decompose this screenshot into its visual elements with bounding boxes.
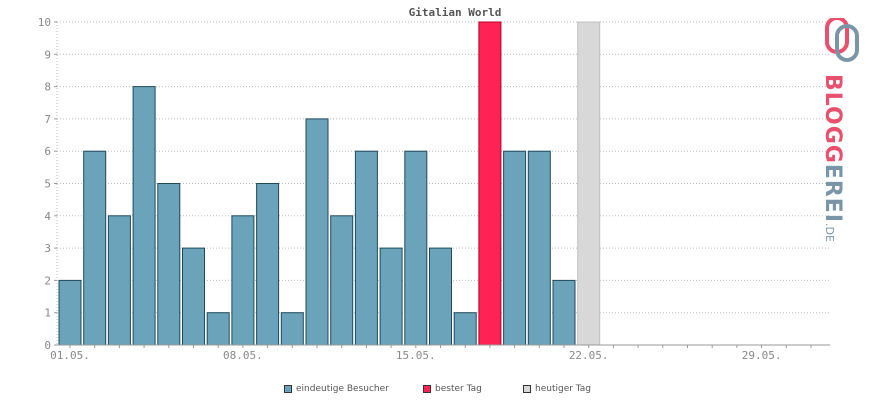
y-tick-label: 1 — [44, 307, 51, 320]
y-tick-label: 5 — [44, 178, 51, 191]
bar-visitors — [256, 183, 280, 346]
bar-today — [577, 21, 601, 346]
x-tick-label: 01.05. — [50, 349, 90, 362]
bar-visitors — [453, 312, 477, 346]
bar-visitors — [206, 312, 230, 346]
bars — [58, 21, 601, 346]
bar-visitors — [83, 150, 107, 346]
legend-label-visitors: eindeutige Besucher — [296, 384, 389, 394]
x-tick-label: 22.05. — [569, 349, 609, 362]
y-tick-label: 6 — [44, 145, 51, 158]
chart-title: Gitalian World — [409, 6, 502, 19]
bar-visitors — [305, 118, 329, 346]
bar-visitors — [58, 279, 82, 346]
legend-item-today: heutiger Tag — [523, 384, 591, 394]
bar-visitors — [330, 215, 354, 346]
bar-visitors — [527, 150, 551, 346]
bar-visitors — [503, 150, 527, 346]
logo-text: BLOGGEREI.DE — [820, 74, 845, 242]
y-tick-label: 2 — [44, 274, 51, 287]
bar-visitors — [132, 86, 156, 346]
bar-visitors — [157, 183, 181, 346]
bar-visitors — [404, 150, 428, 346]
y-tick-label: 7 — [44, 113, 51, 126]
bloggerei-logo: BLOGGEREI.DE — [815, 18, 865, 242]
bar-visitors — [354, 150, 378, 346]
y-tick-label: 3 — [44, 242, 51, 255]
x-tick-label: 29.05. — [742, 349, 782, 362]
x-tick-label: 15.05. — [396, 349, 436, 362]
y-tick-label: 0 — [44, 339, 51, 352]
legend: eindeutige Besucher bester Tag heutiger … — [0, 384, 870, 398]
bar-visitors — [552, 279, 576, 346]
bar-chart: Gitalian World 0 1 2 3 4 5 6 7 8 9 10 01.05. 08.05.… — [38, 6, 830, 362]
x-tick-label: 08.05. — [223, 349, 263, 362]
legend-swatch-best-day — [423, 385, 431, 393]
legend-item-best-day: bester Tag — [423, 384, 482, 394]
bar-best-day — [478, 21, 502, 346]
y-tick-label: 10 — [38, 16, 51, 29]
legend-swatch-today — [523, 385, 531, 393]
bar-visitors — [182, 247, 205, 346]
bar-visitors — [231, 215, 255, 346]
bar-visitors — [379, 247, 403, 346]
bar-visitors — [280, 312, 304, 346]
legend-item-visitors: eindeutige Besucher — [284, 384, 389, 394]
logo-icon — [825, 18, 859, 62]
legend-swatch-visitors — [284, 385, 292, 393]
y-axis-ticks: 0 1 2 3 4 5 6 7 8 9 10 — [38, 16, 57, 352]
y-tick-label: 4 — [44, 210, 51, 223]
legend-label-today: heutiger Tag — [535, 384, 592, 394]
legend-label-best-day: bester Tag — [435, 384, 482, 394]
bar-visitors — [107, 215, 131, 346]
x-axis-ticks: 01.05. 08.05. 15.05. 22.05. 29.05. — [50, 345, 812, 362]
y-tick-label: 8 — [44, 81, 51, 94]
bar-visitors — [429, 247, 452, 346]
y-tick-label: 9 — [44, 48, 51, 61]
